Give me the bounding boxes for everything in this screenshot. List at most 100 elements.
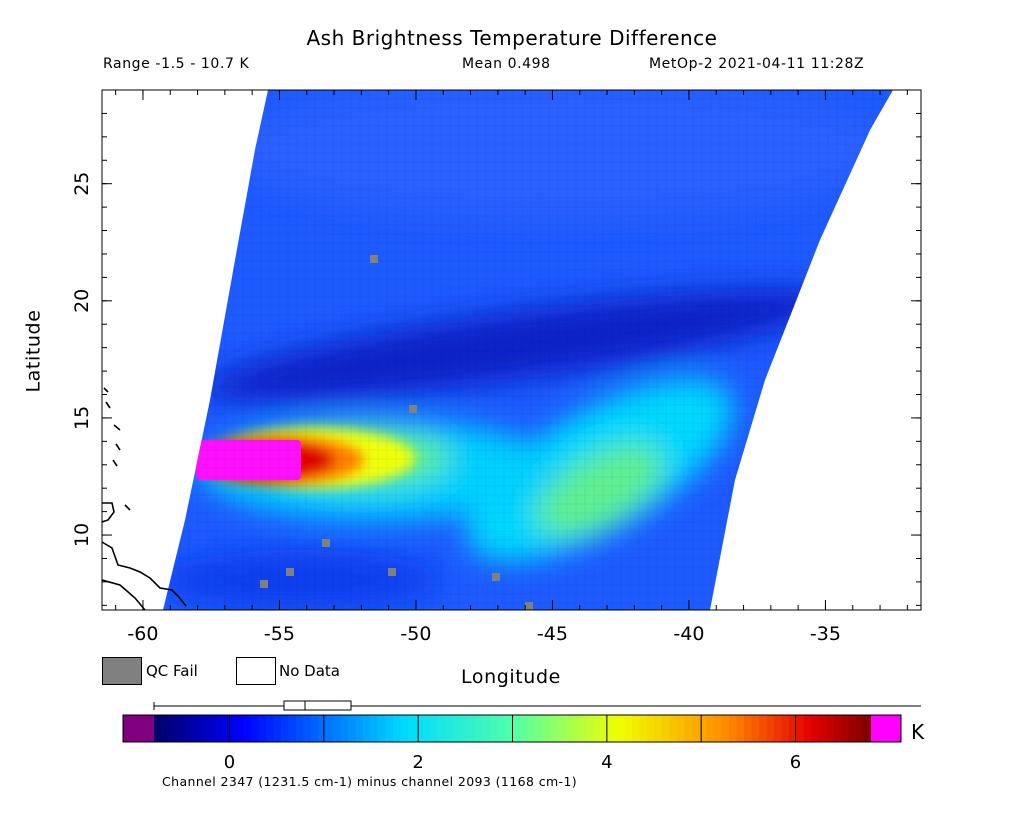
colorbar-cell xyxy=(826,715,835,742)
swath-field xyxy=(163,90,893,610)
x-tick-label: -50 xyxy=(400,623,431,645)
y-tick-label: 20 xyxy=(71,289,93,313)
colorbar-cell xyxy=(803,715,812,742)
colorbar-cell xyxy=(609,715,618,742)
colorbar-cell xyxy=(243,715,252,742)
colorbar-cell xyxy=(280,715,290,742)
colorbar-cell xyxy=(251,715,260,742)
colorbar-cell xyxy=(310,715,319,742)
colorbar-cell xyxy=(340,715,349,742)
colorbar-cell xyxy=(273,715,282,742)
colorbar-tick-label: 6 xyxy=(790,752,801,773)
colorbar-cell xyxy=(841,715,850,742)
colorbar-cell xyxy=(437,715,446,742)
no-data-swatch xyxy=(236,657,276,685)
colorbar-cell xyxy=(863,715,872,742)
colorbar-under xyxy=(123,715,154,742)
colorbar-cell xyxy=(348,715,357,742)
colorbar-cell xyxy=(393,715,402,742)
y-tick-label: 15 xyxy=(71,406,93,430)
qc-fail-pixel xyxy=(525,602,533,610)
colorbar-cell xyxy=(154,715,163,742)
colorbar-cell xyxy=(788,715,797,742)
colorbar-tick-label: 2 xyxy=(412,752,423,773)
coastline xyxy=(102,387,187,610)
colorbar-cell xyxy=(460,715,469,742)
colorbar-cell xyxy=(497,715,506,742)
colorbar-cell xyxy=(161,715,170,742)
y-tick-label: 25 xyxy=(71,172,93,196)
colorbar-cell xyxy=(467,715,476,742)
colorbar-cell xyxy=(266,715,275,742)
no-data-label: No Data xyxy=(279,662,340,680)
colorbar-cell xyxy=(527,715,536,742)
colorbar-cell xyxy=(288,715,297,742)
colorbar-cell xyxy=(303,715,312,742)
colorbar-cell xyxy=(639,715,648,742)
colorbar-cell xyxy=(744,715,753,742)
colorbar-cell xyxy=(236,715,245,742)
colorbar-cell xyxy=(833,715,842,742)
range-label: Range -1.5 - 10.7 K xyxy=(103,56,250,72)
colorbar-cell xyxy=(415,715,424,742)
colorbar-cell xyxy=(370,715,379,742)
chart-title: Ash Brightness Temperature Difference xyxy=(306,26,718,50)
colorbar-cell xyxy=(661,715,670,742)
colorbar-cell xyxy=(856,715,865,742)
colorbar-cell xyxy=(557,715,566,742)
qc-fail-label: QC Fail xyxy=(146,662,198,680)
qc-fail-pixel xyxy=(409,405,417,413)
colorbar-cell xyxy=(325,715,334,742)
source-label: MetOp-2 2021-04-11 11:28Z xyxy=(649,56,865,72)
qc-fail-pixel xyxy=(286,568,294,576)
colorbar-cell xyxy=(549,715,558,742)
qc-fail-pixel xyxy=(388,568,396,576)
x-axis-label: Longitude xyxy=(461,666,561,688)
plot-frame xyxy=(101,89,922,611)
x-tick-label: -60 xyxy=(127,623,158,645)
colorbar: 0 2 4 6 xyxy=(122,700,921,773)
colorbar-cell xyxy=(773,715,782,742)
colorbar-cell xyxy=(721,715,730,742)
y-tick-label: 10 xyxy=(71,523,93,547)
colorbar-cell xyxy=(333,715,342,742)
y-axis-label: Latitude xyxy=(22,309,45,393)
colorbar-cell xyxy=(452,715,461,742)
colorbar-tick-label: 0 xyxy=(224,752,235,773)
colorbar-cell xyxy=(617,715,626,742)
colorbar-cell xyxy=(206,715,215,742)
colorbar-cell xyxy=(534,715,543,742)
colorbar-cell xyxy=(295,715,304,742)
colorbar-cell xyxy=(191,715,200,742)
colorbar-cell xyxy=(198,715,207,742)
caption: Channel 2347 (1231.5 cm-1) minus channel… xyxy=(162,774,578,789)
colorbar-tick-label: 4 xyxy=(601,752,612,773)
colorbar-cell xyxy=(594,715,603,742)
colorbar-cell xyxy=(706,715,715,742)
x-tick-label: -55 xyxy=(264,623,295,645)
colorbar-cell xyxy=(355,715,364,742)
colorbar-cell xyxy=(736,715,745,742)
colorbar-cell xyxy=(602,715,611,742)
colorbar-cell xyxy=(385,715,394,742)
qc-fail-swatch xyxy=(102,657,142,685)
qc-fail-pixel xyxy=(260,580,268,588)
colorbar-cell xyxy=(168,715,178,742)
y-axis: 10 15 20 25 xyxy=(71,89,921,606)
colorbar-unit: K xyxy=(911,720,925,744)
colorbar-cell xyxy=(213,715,222,742)
colorbar-cell xyxy=(475,715,484,742)
colorbar-cell xyxy=(646,715,656,742)
colorbar-cell xyxy=(505,715,514,742)
colorbar-cell xyxy=(766,715,775,742)
distribution-boxplot xyxy=(153,700,921,711)
colorbar-cell xyxy=(669,715,678,742)
colorbar-cell xyxy=(848,715,857,742)
colorbar-cell xyxy=(579,715,588,742)
x-tick-label: -40 xyxy=(673,623,704,645)
colorbar-cell xyxy=(221,715,230,742)
colorbar-cell xyxy=(676,715,685,742)
colorbar-cell xyxy=(632,715,641,742)
colorbar-cell xyxy=(714,715,723,742)
